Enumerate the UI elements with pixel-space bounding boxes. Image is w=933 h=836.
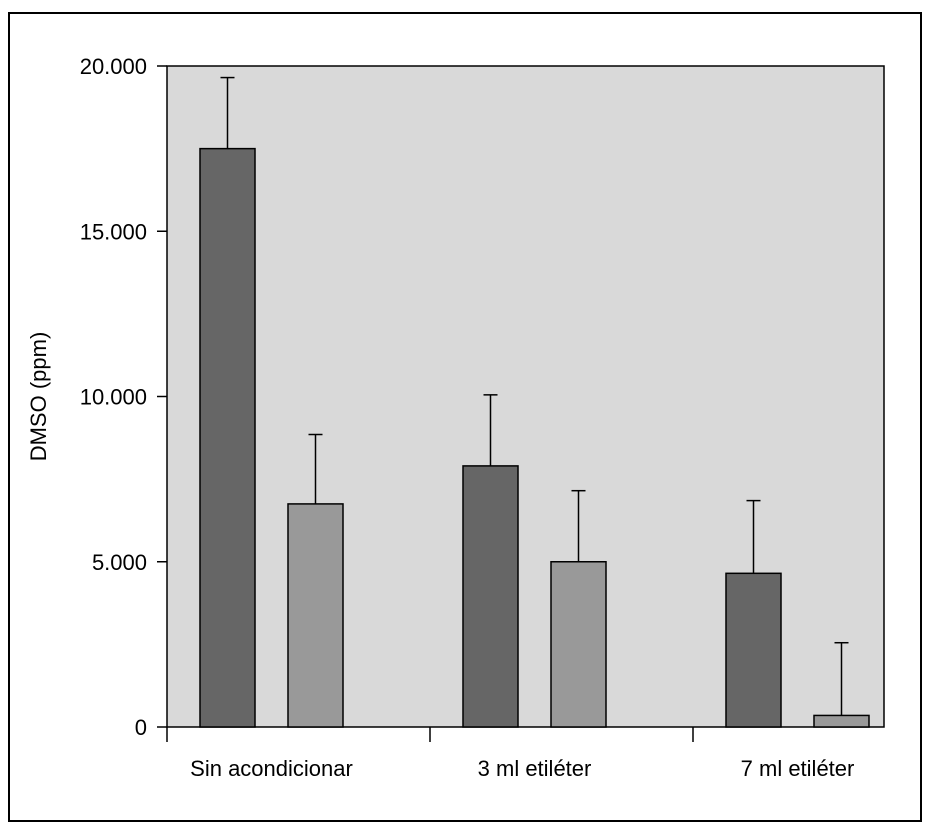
bar [462, 465, 519, 728]
y-tick-label: 5.000 [92, 550, 147, 575]
x-tick-label: 3 ml etiléter [478, 756, 592, 781]
y-tick-label: 20.000 [80, 54, 147, 79]
y-tick-label: 0 [135, 715, 147, 740]
y-tick-label: 10.000 [80, 385, 147, 410]
x-axis [166, 727, 694, 742]
error-bars [220, 76, 849, 716]
y-tick-label: 15.000 [80, 219, 147, 244]
bar [550, 561, 607, 728]
bar [813, 714, 870, 728]
x-tick-label: Sin acondicionar [190, 756, 353, 781]
y-axis [157, 65, 167, 728]
x-tick-label: 7 ml etiléter [741, 756, 855, 781]
bars [199, 147, 870, 728]
bar [725, 572, 782, 728]
bar [287, 503, 344, 728]
y-axis-title: DMSO (ppm) [26, 332, 51, 462]
bar [199, 147, 256, 728]
y-tick-labels: 0 5.000 10.000 15.000 20.000 [80, 54, 147, 740]
x-tick-labels: Sin acondicionar 3 ml etiléter 7 ml etilét… [190, 756, 854, 781]
